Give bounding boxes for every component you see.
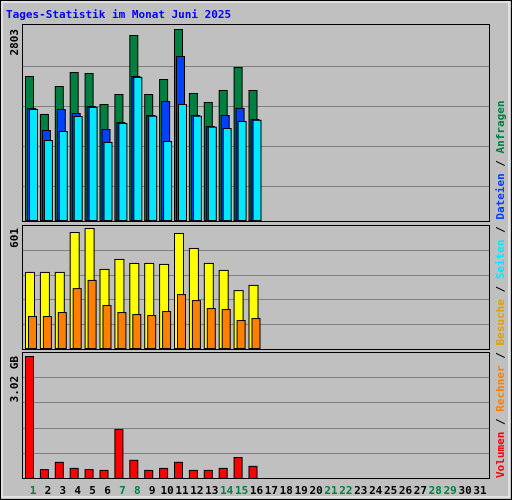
x-tick-label: 18	[280, 484, 293, 497]
x-tick-label: 27	[414, 484, 427, 497]
bar	[132, 314, 142, 350]
bar	[129, 459, 139, 480]
bar	[133, 76, 143, 221]
x-tick-label: 15	[235, 484, 248, 497]
y-tick-label: 601	[8, 228, 21, 248]
bar	[117, 312, 127, 350]
x-tick-label: 17	[265, 484, 278, 497]
legend-separator: /	[494, 346, 507, 366]
x-tick-label: 25	[384, 484, 397, 497]
x-tick-label: 21	[324, 484, 338, 497]
x-tick-label: 16	[250, 484, 264, 497]
legend-entry: Volumen	[494, 432, 507, 478]
x-tick-label: 22	[339, 484, 352, 497]
x-tick-label: 30	[458, 484, 471, 497]
legend-separator: /	[494, 412, 507, 432]
bar	[29, 108, 38, 221]
panel	[22, 352, 490, 479]
bar	[218, 467, 228, 480]
x-tick-label: 12	[190, 484, 203, 497]
bar	[159, 467, 169, 480]
bar	[144, 469, 154, 480]
bar	[102, 305, 112, 349]
x-tick-label: 3	[59, 484, 66, 497]
y-tick-label: 3.02 GB	[8, 356, 21, 403]
legend-entry: Rechner	[494, 365, 507, 412]
bar	[39, 469, 49, 479]
bar	[57, 312, 67, 350]
x-tick-label: 11	[175, 484, 189, 497]
bar	[248, 465, 258, 480]
legend-entry: Seiten	[494, 240, 507, 280]
x-tick-label: 26	[399, 484, 413, 497]
x-tick-label: 28	[429, 484, 442, 497]
bar	[114, 429, 124, 479]
bar	[207, 126, 217, 221]
bar	[163, 141, 173, 221]
bar	[69, 467, 79, 480]
bar	[42, 316, 52, 350]
bar	[222, 128, 232, 221]
bar	[206, 308, 216, 350]
x-tick-label: 24	[369, 484, 383, 497]
bar	[251, 318, 261, 350]
x-tick-label: 5	[89, 484, 96, 497]
legend-entry: Anfragen	[494, 100, 507, 153]
x-tick-label: 14	[220, 484, 234, 497]
legend-separator: /	[494, 279, 507, 299]
bar	[118, 123, 128, 221]
bar	[73, 116, 83, 221]
bar	[43, 140, 53, 221]
bar	[178, 104, 187, 221]
bar	[192, 115, 202, 221]
bar	[54, 461, 64, 480]
x-tick-label: 9	[149, 484, 156, 497]
x-tick-label: 29	[444, 484, 457, 497]
bar	[233, 456, 243, 479]
bar	[103, 141, 113, 221]
x-tick-label: 8	[134, 484, 141, 497]
x-tick-label: 19	[295, 484, 308, 497]
bar	[191, 300, 201, 349]
bar	[25, 356, 34, 479]
x-tick-label: 1	[30, 484, 37, 497]
legend-entry: Dateien	[494, 173, 507, 219]
x-tick-label: 10	[160, 484, 173, 497]
bar	[148, 115, 158, 221]
bar	[252, 119, 262, 221]
bar	[174, 461, 183, 480]
bar	[162, 311, 172, 349]
bar	[28, 316, 37, 350]
bar	[237, 120, 247, 221]
x-tick-label: 7	[119, 484, 126, 497]
x-tick-label: 20	[309, 484, 322, 497]
bar	[87, 279, 97, 350]
y-tick-label: 2803	[8, 29, 21, 56]
bar	[177, 294, 186, 349]
x-tick-label: 31	[473, 484, 487, 497]
bar	[72, 288, 82, 349]
bar	[84, 469, 94, 479]
x-tick-label: 23	[354, 484, 367, 497]
x-tick-label: 6	[104, 484, 111, 497]
legend: Volumen / Rechner / Besuche / Seiten / D…	[494, 100, 507, 478]
bar	[58, 131, 68, 221]
x-tick-label: 13	[205, 484, 218, 497]
bar	[99, 469, 109, 480]
chart-title: Tages-Statistik im Monat Juni 2025	[6, 8, 231, 21]
bar	[147, 315, 157, 349]
bar	[88, 106, 98, 221]
legend-entry: Besuche	[494, 299, 507, 346]
bar	[203, 469, 213, 480]
bar	[188, 469, 198, 480]
bar	[236, 320, 246, 350]
x-tick-label: 4	[74, 484, 81, 497]
legend-separator: /	[494, 220, 507, 240]
bar	[221, 309, 231, 349]
legend-separator: /	[494, 153, 507, 173]
x-tick-label: 2	[45, 484, 52, 497]
